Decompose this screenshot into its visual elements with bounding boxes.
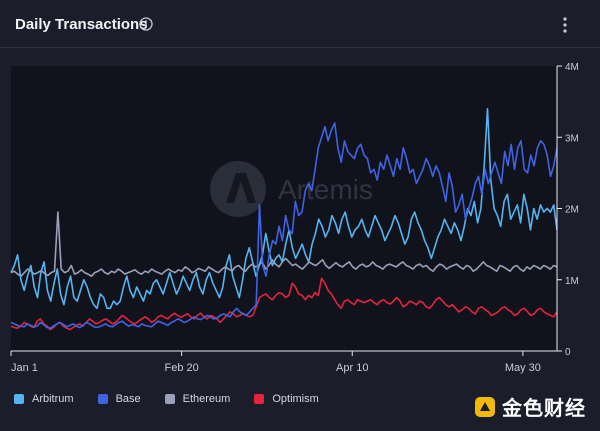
series-line-base [10, 122, 558, 330]
legend-label-base: Base [115, 393, 141, 405]
artemis-logo-icon [210, 161, 266, 217]
legend-label-arbitrum: Arbitrum [32, 393, 74, 405]
header-divider [0, 47, 600, 48]
y-tick-label: 4M [565, 62, 579, 73]
x-tick-label: Feb 20 [165, 362, 199, 374]
line-chart: Artemis 0 1M 2M 3M 4M Jan 1 Feb 20 Apr 10 May 30 [10, 62, 579, 374]
chart-title: Daily Transactions [15, 16, 148, 33]
legend-swatch-optimism [254, 394, 265, 404]
axes: 0 1M 2M 3M 4M Jan 1 Feb 20 Apr 10 May 30 [10, 62, 579, 374]
info-icon[interactable] [139, 17, 153, 31]
legend-label-ethereum: Ethereum [182, 393, 231, 405]
x-tick-label: Apr 10 [336, 362, 368, 374]
artemis-watermark: Artemis [210, 161, 373, 217]
legend-item-ethereum[interactable]: Ethereum [164, 393, 231, 405]
legend-swatch-ethereum [164, 394, 175, 404]
legend-item-arbitrum[interactable]: Arbitrum [14, 393, 74, 405]
legend-swatch-base [97, 394, 108, 404]
legend: Arbitrum Base Ethereum Optimism [14, 393, 343, 405]
y-tick-label: 2M [565, 205, 579, 216]
chart-header: Daily Transactions [0, 0, 600, 48]
x-tick-label: Jan 1 [11, 362, 38, 374]
series-line-optimism [10, 277, 558, 331]
plot-background [11, 66, 557, 351]
plot-area [11, 66, 557, 351]
brand-text: 金色财经 [502, 398, 586, 420]
y-tick-label: 3M [565, 133, 579, 144]
y-tick-label: 1M [565, 276, 579, 287]
watermark-text: Artemis [278, 174, 373, 205]
jinse-brand: 金色财经 [474, 392, 586, 421]
y-tick-label: 0 [565, 347, 571, 358]
series-line-ethereum [10, 211, 558, 277]
more-options-icon[interactable] [560, 15, 570, 35]
jinse-logo-icon [475, 396, 495, 417]
legend-swatch-arbitrum [14, 394, 24, 404]
x-tick-label: May 30 [505, 362, 541, 374]
legend-item-optimism[interactable]: Optimism [254, 393, 319, 405]
artemis-logo-mark [226, 173, 256, 203]
legend-item-base[interactable]: Base [97, 393, 141, 405]
legend-label-optimism: Optimism [272, 393, 319, 405]
series-layer [10, 107, 558, 331]
